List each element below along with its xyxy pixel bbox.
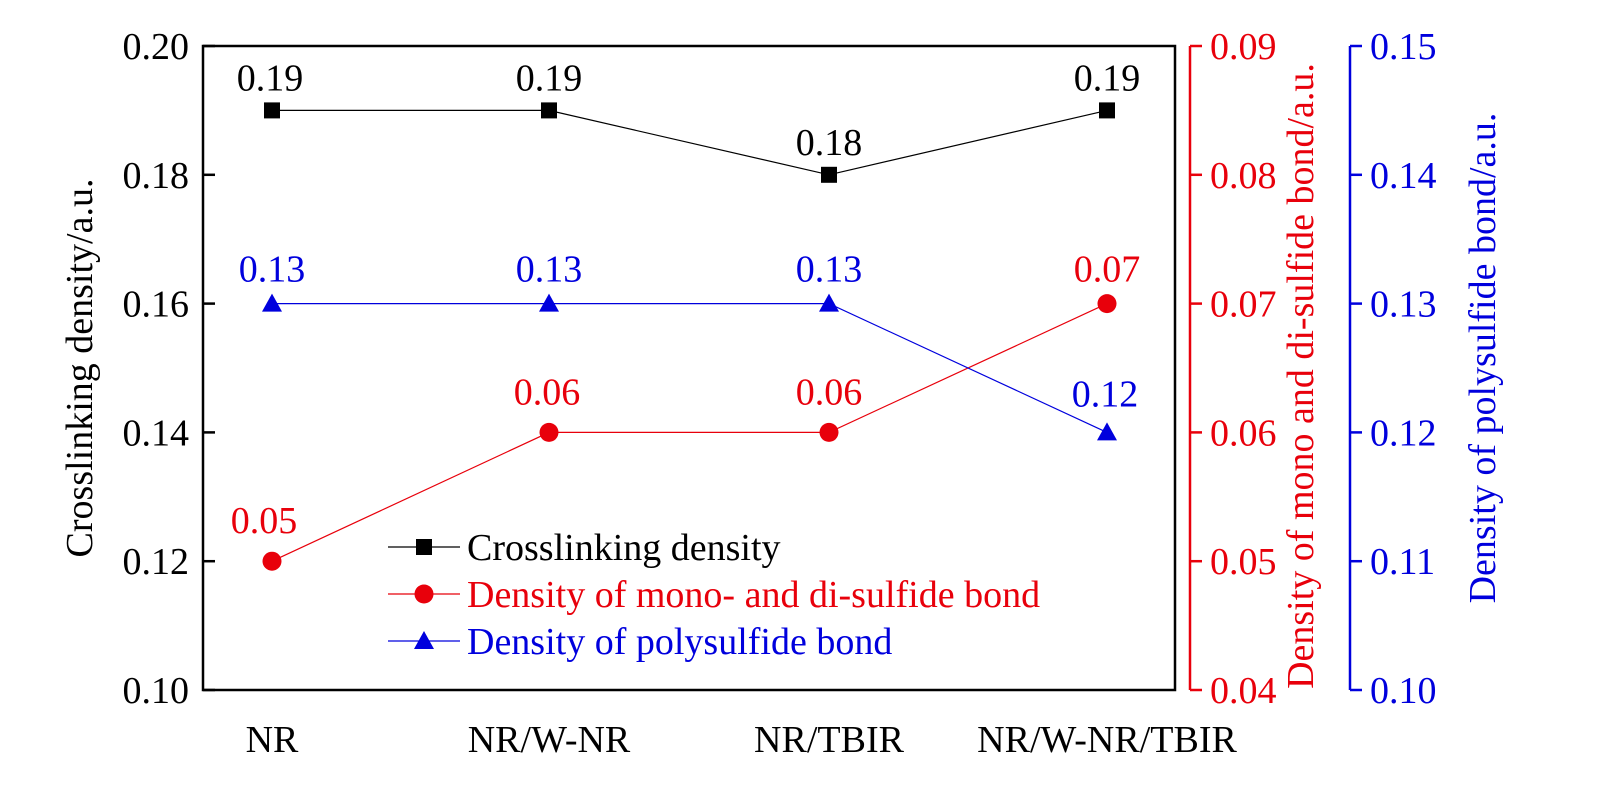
left-axis-tick-label: 0.14 xyxy=(123,412,190,454)
left-axis: 0.10 0.12 0.14 0.16 0.18 0.20 Crosslinking den… xyxy=(59,26,215,712)
right-axis-2-tick-label: 0.15 xyxy=(1370,26,1437,68)
data-point-density-of-polysulfide-bond-4 xyxy=(1097,422,1117,441)
data-label-crosslinking-density-3: 0.18 xyxy=(796,122,863,164)
right-axis-2-tick-label: 0.10 xyxy=(1370,670,1437,712)
right-axis-1-tick-label: 0.05 xyxy=(1210,541,1277,583)
series-line-density-of-polysulfide-bond xyxy=(272,303,1108,433)
data-label-density-of-mono-and-di-sulfide-bond-1: 0.05 xyxy=(231,500,298,542)
series-density-of-polysulfide-bond: 0.13 0.13 0.13 0.12 xyxy=(239,249,1139,441)
series-crosslinking-density: 0.19 0.19 0.18 0.19 xyxy=(237,57,1141,183)
legend: Crosslinking density Density of mono- and… xyxy=(388,527,1040,663)
data-label-density-of-mono-and-di-sulfide-bond-4: 0.07 xyxy=(1074,249,1141,291)
right-axis-2-tick-label: 0.14 xyxy=(1370,155,1437,197)
legend-entry-density-of-mono-and-di-sulfide-bond: Density of mono- and di-sulfide bond xyxy=(388,574,1040,616)
right-axis-2-title: Density of polysulfide bond/a.u. xyxy=(1462,113,1504,604)
data-point-crosslinking-density-4 xyxy=(1099,102,1115,119)
left-axis-tick-label: 0.20 xyxy=(123,26,190,68)
right-axis-2-tick-label: 0.11 xyxy=(1370,541,1435,583)
plot-border xyxy=(201,44,1177,692)
left-axis-tick-label: 0.18 xyxy=(123,155,190,197)
series-line-crosslinking-density xyxy=(272,109,1108,176)
right-axis-1-tick-label: 0.06 xyxy=(1210,412,1277,454)
data-point-density-of-polysulfide-bond-2 xyxy=(539,293,559,312)
legend-label: Density of polysulfide bond xyxy=(467,621,892,663)
series-layer: 0.19 0.190.180.190.050.06 0.060.070.13 0.13… xyxy=(231,57,1141,571)
legend-marker xyxy=(416,539,432,555)
data-label-crosslinking-density-2: 0.19 xyxy=(516,57,583,99)
data-label-density-of-mono-and-di-sulfide-bond-2: 0.06 xyxy=(514,371,581,413)
right-axis-1-tick-label: 0.08 xyxy=(1210,155,1277,197)
data-point-density-of-mono-and-di-sulfide-bond-4 xyxy=(1097,294,1117,314)
right-axis-2-tick-label: 0.13 xyxy=(1370,284,1437,326)
category-label-nr-w-nr: NR/W-NR xyxy=(468,719,631,761)
data-point-density-of-polysulfide-bond-1 xyxy=(262,293,282,312)
series-density-of-mono-and-di-sulfide-bond: 0.05 0.06 0.06 0.07 xyxy=(231,249,1141,571)
data-point-crosslinking-density-1 xyxy=(264,102,280,119)
right-axis-1-tick-label: 0.07 xyxy=(1210,284,1277,326)
right-axis-1-tick-label: 0.04 xyxy=(1210,670,1277,712)
plot-frame xyxy=(201,44,1177,692)
data-label-density-of-polysulfide-bond-3: 0.13 xyxy=(796,249,863,291)
left-axis-tick-label: 0.12 xyxy=(123,541,190,583)
data-label-density-of-polysulfide-bond-1: 0.13 xyxy=(239,249,306,291)
legend-entry-density-of-polysulfide-bond: Density of polysulfide bond xyxy=(388,621,892,663)
left-axis-tick-label: 0.16 xyxy=(123,284,190,326)
data-label-density-of-mono-and-di-sulfide-bond-3: 0.06 xyxy=(796,371,863,413)
data-point-crosslinking-density-2 xyxy=(541,102,557,119)
data-label-density-of-polysulfide-bond-2: 0.13 xyxy=(516,249,583,291)
left-axis-title: Crosslinking density/a.u. xyxy=(59,179,101,558)
data-point-density-of-mono-and-di-sulfide-bond-1 xyxy=(262,551,282,571)
right-axis-1-tick-label: 0.09 xyxy=(1210,26,1277,68)
category-label-nr-w-nr-tbir: NR/W-NR/TBIR xyxy=(977,719,1237,761)
legend-marker xyxy=(414,631,434,649)
data-point-density-of-mono-and-di-sulfide-bond-2 xyxy=(539,422,559,442)
data-point-density-of-polysulfide-bond-3 xyxy=(819,293,839,312)
legend-label: Density of mono- and di-sulfide bond xyxy=(467,574,1040,616)
data-label-crosslinking-density-4: 0.19 xyxy=(1074,57,1141,99)
data-point-density-of-mono-and-di-sulfide-bond-3 xyxy=(819,422,839,442)
right-axis-1-title: Density of mono and di-sulfide bond/a.u. xyxy=(1280,63,1322,689)
category-label-nr-tbir: NR/TBIR xyxy=(754,719,905,761)
legend-entry-crosslinking-density: Crosslinking density xyxy=(388,527,781,569)
data-point-crosslinking-density-3 xyxy=(821,166,837,183)
x-axis-category-labels: NR NR/W-NR NR/TBIR NR/W-NR/TBIR xyxy=(246,719,1238,761)
right-axis-2-tick-label: 0.12 xyxy=(1370,412,1437,454)
legend-marker xyxy=(414,584,434,604)
right-axis-polysulfide: 0.10 0.11 0.12 0.13 0.14 0.15 Density of polys… xyxy=(1348,26,1504,712)
data-label-crosslinking-density-1: 0.19 xyxy=(237,57,304,99)
left-axis-tick-label: 0.10 xyxy=(123,670,190,712)
category-label-nr: NR xyxy=(246,719,299,761)
data-label-density-of-polysulfide-bond-4: 0.12 xyxy=(1072,373,1139,415)
legend-label: Crosslinking density xyxy=(467,527,781,569)
